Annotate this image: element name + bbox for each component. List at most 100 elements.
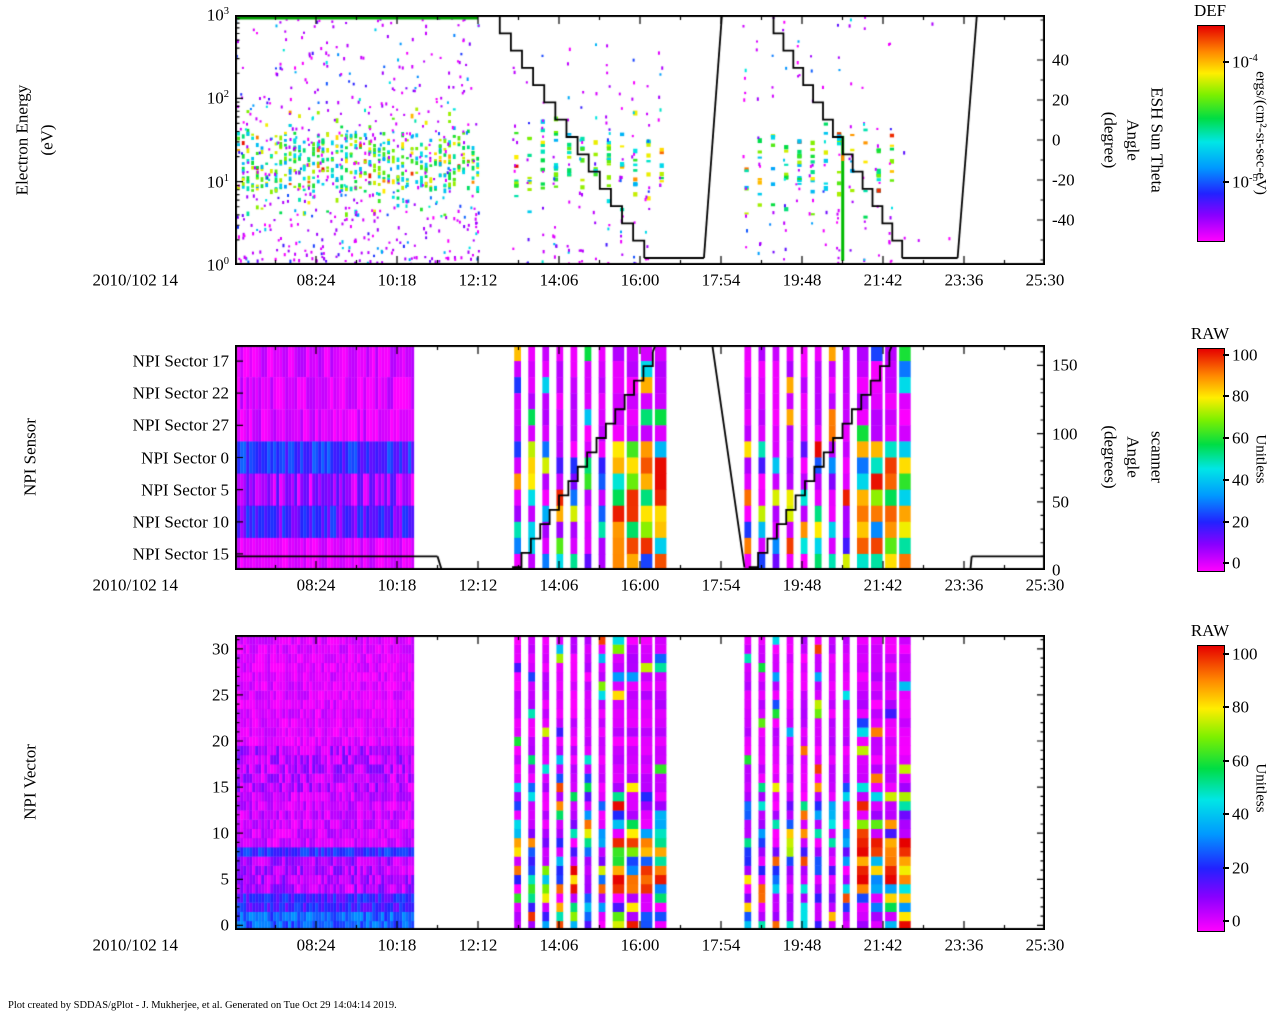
y-tick-label: 15 bbox=[212, 777, 229, 797]
colorbar-tick-label: 20 bbox=[1232, 512, 1249, 532]
x-tick-label: 19:48 bbox=[782, 575, 822, 595]
right-axis-tick-label: 20 bbox=[1052, 90, 1069, 110]
y-tick-label: 25 bbox=[212, 685, 229, 705]
x-tick-label: 17:54 bbox=[701, 575, 741, 595]
y-tick-label: 100 bbox=[206, 255, 229, 275]
colorbar-raw-1 bbox=[1197, 348, 1225, 572]
right-axis-tick-label: 40 bbox=[1052, 50, 1069, 70]
x-tick-label: 10:18 bbox=[377, 575, 417, 595]
colorbar-def-0 bbox=[1197, 25, 1225, 242]
y-tick-label: 0 bbox=[220, 915, 230, 935]
y-tick-label: 30 bbox=[212, 639, 229, 659]
colorbar-tick-mark bbox=[1223, 813, 1229, 816]
x-tick-label: 25:30 bbox=[1025, 935, 1065, 955]
x-tick-label: 12:12 bbox=[458, 935, 498, 955]
x-tick-label: 23:36 bbox=[944, 575, 984, 595]
x-axis-date-label: 2010/102 14 bbox=[92, 270, 178, 290]
y-tick-label: 20 bbox=[212, 731, 229, 751]
colorbar-tick-mark bbox=[1223, 60, 1229, 63]
npi-sector-row-label: NPI Sector 0 bbox=[141, 448, 229, 467]
x-tick-label: 16:00 bbox=[620, 935, 660, 955]
y-tick-label: 101 bbox=[206, 172, 229, 192]
footer-credit: Plot created by SDDAS/gPlot - J. Mukherj… bbox=[8, 1000, 397, 1011]
colorbar-unit-label: ergs/(cm²-sr-sec-eV) bbox=[1252, 70, 1269, 195]
colorbar-title: DEF bbox=[1193, 1, 1227, 20]
colorbar-tick-mark bbox=[1223, 706, 1229, 709]
x-tick-label: 19:48 bbox=[782, 270, 822, 290]
x-tick-label: 21:42 bbox=[863, 575, 903, 595]
right-axis-tick-label: 150 bbox=[1052, 355, 1078, 375]
colorbar-tick-label: 100 bbox=[1232, 644, 1258, 664]
x-tick-label: 25:30 bbox=[1025, 270, 1065, 290]
colorbar-raw-2 bbox=[1197, 645, 1225, 932]
colorbar-tick-mark bbox=[1223, 353, 1229, 356]
y-tick-label: 5 bbox=[220, 869, 230, 889]
colorbar-tick-mark bbox=[1223, 437, 1229, 440]
right-axis-tick-label: -20 bbox=[1052, 170, 1075, 190]
y-tick-label: 103 bbox=[206, 5, 229, 25]
y-tick-label: 10 bbox=[212, 823, 229, 843]
colorbar-tick-mark bbox=[1223, 866, 1229, 869]
colorbar-tick-mark bbox=[1223, 562, 1229, 565]
x-tick-label: 16:00 bbox=[620, 575, 660, 595]
colorbar-tick-label: 40 bbox=[1232, 804, 1249, 824]
right-axis-tick-label: -40 bbox=[1052, 210, 1075, 230]
colorbar-tick-label: 100 bbox=[1232, 345, 1258, 365]
right-axis-tick-label: 100 bbox=[1052, 424, 1078, 444]
x-tick-label: 08:24 bbox=[296, 270, 336, 290]
x-tick-label: 08:24 bbox=[296, 935, 336, 955]
colorbar-title: RAW bbox=[1190, 621, 1230, 640]
npi-vector-plot-canvas bbox=[235, 635, 1045, 930]
right-axis-tick-label: 0 bbox=[1052, 560, 1061, 580]
colorbar-tick-mark bbox=[1223, 652, 1229, 655]
x-tick-label: 16:00 bbox=[620, 270, 660, 290]
x-tick-label: 17:54 bbox=[701, 935, 741, 955]
colorbar-tick-label: 0 bbox=[1232, 553, 1241, 573]
colorbar-tick-mark bbox=[1223, 920, 1229, 923]
colorbar-tick-label: 10-4 bbox=[1232, 52, 1258, 72]
x-tick-label: 25:30 bbox=[1025, 575, 1065, 595]
x-tick-label: 23:36 bbox=[944, 270, 984, 290]
x-tick-label: 23:36 bbox=[944, 935, 984, 955]
x-tick-label: 17:54 bbox=[701, 270, 741, 290]
x-tick-label: 21:42 bbox=[863, 935, 903, 955]
npi-sector-row-label: NPI Sector 5 bbox=[141, 480, 229, 500]
colorbar-tick-mark bbox=[1223, 395, 1229, 398]
x-tick-label: 10:18 bbox=[377, 270, 417, 290]
colorbar-tick-label: 60 bbox=[1232, 751, 1249, 771]
x-tick-label: 12:12 bbox=[458, 575, 498, 595]
colorbar-title: RAW bbox=[1190, 324, 1230, 343]
npi-sector-row-label: NPI Sector 17 bbox=[132, 351, 229, 371]
x-tick-label: 12:12 bbox=[458, 270, 498, 290]
electron-energy-plot-canvas bbox=[235, 15, 1045, 265]
x-tick-label: 19:48 bbox=[782, 935, 822, 955]
colorbar-tick-label: 80 bbox=[1232, 697, 1249, 717]
x-tick-label: 21:42 bbox=[863, 270, 903, 290]
x-tick-label: 14:06 bbox=[539, 270, 579, 290]
colorbar-tick-label: 60 bbox=[1232, 428, 1249, 448]
x-tick-label: 14:06 bbox=[539, 935, 579, 955]
y-tick-label: 102 bbox=[206, 88, 229, 108]
npi-sensor-plot-canvas bbox=[235, 345, 1045, 570]
right-axis-tick-label: 50 bbox=[1052, 492, 1069, 512]
colorbar-tick-mark bbox=[1223, 759, 1229, 762]
colorbar-tick-label: 0 bbox=[1232, 911, 1241, 931]
colorbar-unit-label: Unitless bbox=[1252, 762, 1269, 813]
x-tick-label: 14:06 bbox=[539, 575, 579, 595]
colorbar-tick-mark bbox=[1223, 180, 1229, 183]
colorbar-tick-label: 10-5 bbox=[1232, 172, 1258, 192]
right-axis-tick-label: 0 bbox=[1052, 130, 1061, 150]
colorbar-tick-label: 20 bbox=[1232, 858, 1249, 878]
x-tick-label: 08:24 bbox=[296, 575, 336, 595]
npi-sector-row-label: NPI Sector 27 bbox=[132, 415, 229, 435]
npi-sector-row-label: NPI Sector 22 bbox=[132, 383, 229, 403]
x-tick-label: 10:18 bbox=[377, 935, 417, 955]
npi-sector-row-label: NPI Sector 15 bbox=[132, 544, 229, 564]
colorbar-tick-mark bbox=[1223, 520, 1229, 523]
colorbar-tick-label: 80 bbox=[1232, 386, 1249, 406]
colorbar-tick-mark bbox=[1223, 478, 1229, 481]
colorbar-unit-label: Unitless bbox=[1252, 434, 1269, 484]
colorbar-tick-label: 40 bbox=[1232, 470, 1249, 490]
